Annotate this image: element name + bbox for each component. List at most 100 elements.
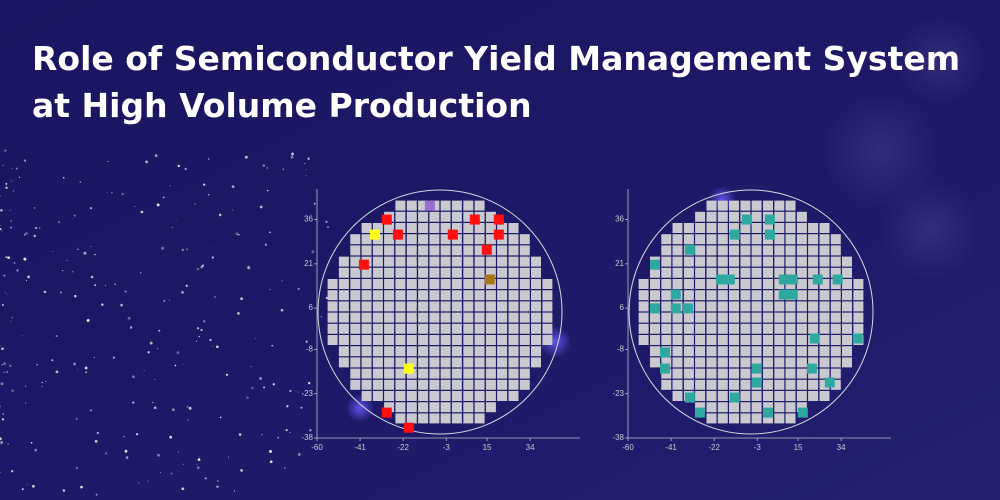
die [474, 379, 485, 390]
star [0, 209, 3, 212]
star [2, 413, 4, 415]
star [107, 160, 109, 163]
die [531, 312, 541, 323]
y-tick-label: 6 [309, 303, 314, 312]
star [33, 207, 36, 209]
star [72, 218, 74, 219]
die [729, 357, 739, 368]
die [819, 279, 830, 289]
die [830, 301, 841, 312]
star [269, 231, 271, 234]
die [842, 357, 852, 368]
die [717, 391, 728, 401]
die [740, 245, 751, 256]
die [706, 402, 717, 413]
die [508, 368, 519, 379]
die [796, 346, 807, 357]
defect-die [684, 244, 695, 255]
die [384, 279, 395, 289]
die [842, 323, 852, 334]
star [259, 205, 263, 209]
die [729, 402, 739, 413]
star [3, 371, 6, 374]
die [474, 357, 485, 368]
die [842, 301, 852, 312]
star [325, 220, 328, 224]
die [474, 223, 485, 233]
die [338, 290, 349, 301]
die [763, 402, 773, 413]
die [372, 335, 383, 345]
star [35, 227, 38, 230]
die [751, 346, 762, 357]
die [729, 312, 739, 323]
star [0, 443, 2, 445]
star [320, 316, 322, 318]
die [638, 290, 649, 301]
die [638, 301, 649, 312]
star [62, 269, 64, 272]
die [395, 323, 406, 334]
die [706, 279, 717, 289]
star [10, 220, 13, 222]
star [158, 329, 161, 332]
die [661, 357, 672, 368]
star [4, 149, 7, 152]
star [237, 233, 240, 236]
star [0, 382, 4, 386]
die [406, 256, 417, 267]
bokeh [820, 90, 940, 210]
die [774, 200, 785, 211]
die [717, 256, 728, 267]
star [261, 434, 263, 436]
star [84, 366, 88, 370]
die [695, 223, 706, 233]
die [531, 335, 541, 345]
die [429, 335, 440, 345]
die [853, 301, 864, 312]
die [796, 256, 807, 267]
die [774, 391, 785, 401]
die [406, 346, 417, 357]
die [451, 245, 462, 256]
star [10, 226, 12, 229]
die [361, 357, 372, 368]
die [338, 323, 349, 334]
die [418, 256, 429, 267]
die [474, 245, 485, 256]
die [695, 346, 706, 357]
die [508, 301, 519, 312]
die [808, 245, 819, 256]
die [796, 245, 807, 256]
die [785, 256, 796, 267]
die [774, 223, 785, 233]
die [429, 323, 440, 334]
die [740, 312, 751, 323]
die [429, 234, 440, 245]
die [451, 256, 462, 267]
star [297, 391, 299, 393]
die [672, 267, 683, 278]
die [785, 335, 796, 345]
star [3, 274, 6, 277]
die [751, 223, 762, 233]
defect-die [493, 229, 504, 240]
die [706, 312, 717, 323]
die [485, 357, 496, 368]
star [311, 250, 315, 254]
die [395, 391, 406, 401]
wafer-map: -60 -41 -22 -3 15 34 -38 -23 -8 6 21 36 [612, 189, 891, 452]
die [429, 256, 440, 267]
die [440, 267, 451, 278]
die [485, 368, 496, 379]
die [497, 290, 508, 301]
glow [539, 326, 571, 358]
die [830, 323, 841, 334]
die [785, 267, 796, 278]
die [751, 279, 762, 289]
die [485, 290, 496, 301]
star [185, 284, 188, 287]
die [830, 346, 841, 357]
die [751, 267, 762, 278]
